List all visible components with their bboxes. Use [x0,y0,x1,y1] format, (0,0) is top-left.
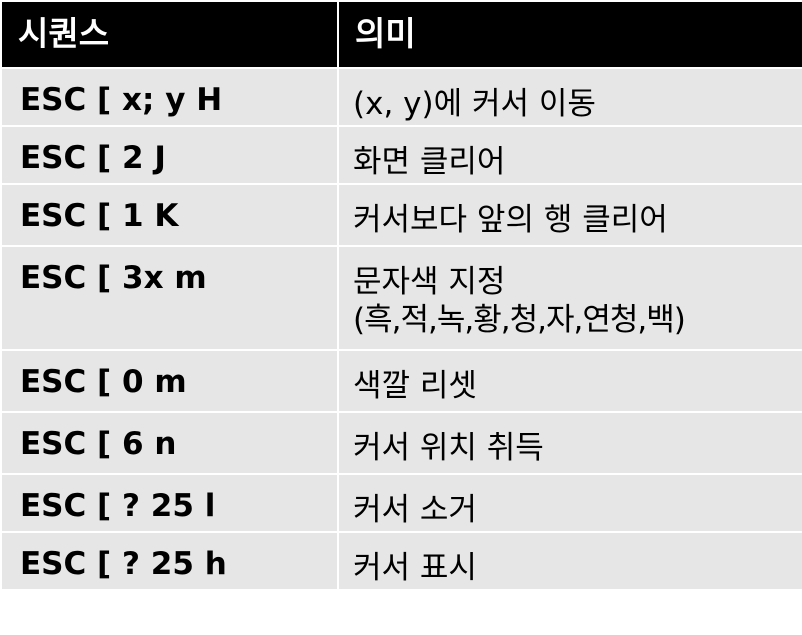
header-sequence: 시퀀스 [0,0,339,69]
header-meaning: 의미 [337,0,802,69]
header-row: 시퀀스 의미 [0,0,802,69]
table-row: ESC [ 0 m 색깔 리셋 [0,349,802,413]
meaning-cell: 색깔 리셋 [337,349,802,413]
meaning-cell: 문자색 지정 (흑,적,녹,황,청,자,연청,백) [337,245,802,351]
sequence-cell: ESC [ 0 m [0,349,339,413]
sequence-cell: ESC [ x; y H [0,67,339,127]
escape-sequence-table: 시퀀스 의미 ESC [ x; y H (x, y)에 커서 이동 ESC [ … [0,0,802,591]
sequence-cell: ESC [ 3x m [0,245,339,351]
meaning-line-1: 문자색 지정 [353,264,506,300]
table-row: ESC [ ? 25 l 커서 소거 [0,473,802,533]
meaning-cell: 커서 소거 [337,473,802,533]
sequence-cell: ESC [ 6 n [0,411,339,475]
meaning-cell: 커서 표시 [337,531,802,591]
sequence-cell: ESC [ ? 25 l [0,473,339,533]
meaning-cell: 커서보다 앞의 행 클리어 [337,183,802,247]
table-row: ESC [ 6 n 커서 위치 취득 [0,411,802,475]
sequence-cell: ESC [ ? 25 h [0,531,339,591]
table-header: 시퀀스 의미 [0,0,802,69]
sequence-cell: ESC [ 2 J [0,125,339,185]
meaning-cell: 화면 클리어 [337,125,802,185]
table-row: ESC [ 1 K 커서보다 앞의 행 클리어 [0,183,802,247]
sequence-cell: ESC [ 1 K [0,183,339,247]
table-row: ESC [ ? 25 h 커서 표시 [0,531,802,591]
meaning-cell: (x, y)에 커서 이동 [337,67,802,127]
meaning-cell: 커서 위치 취득 [337,411,802,475]
table-row: ESC [ x; y H (x, y)에 커서 이동 [0,67,802,127]
table-body: ESC [ x; y H (x, y)에 커서 이동 ESC [ 2 J 화면 … [0,67,802,591]
table-row: ESC [ 2 J 화면 클리어 [0,125,802,185]
table-row: ESC [ 3x m 문자색 지정 (흑,적,녹,황,청,자,연청,백) [0,245,802,351]
meaning-line-2: (흑,적,녹,황,청,자,연청,백) [353,302,686,338]
